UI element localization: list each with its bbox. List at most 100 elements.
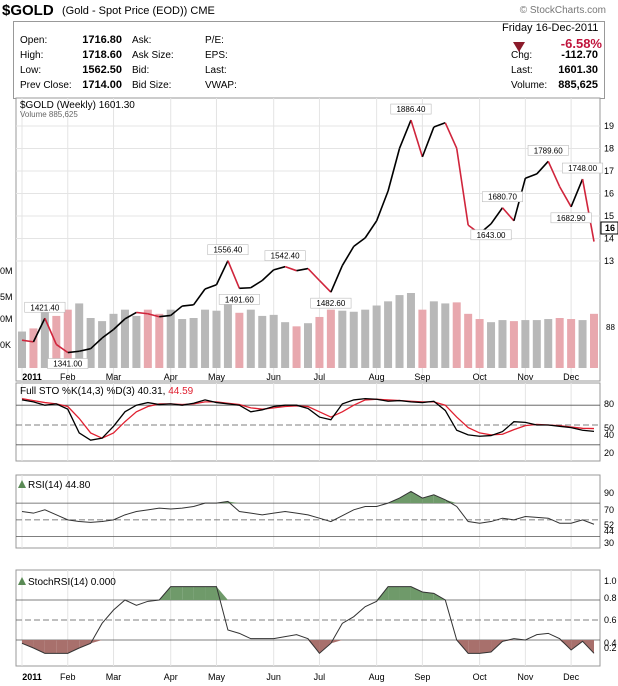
price-annotation-box xyxy=(207,244,249,256)
volume-bar xyxy=(18,331,26,368)
stochrsi-overbought-fill xyxy=(170,586,183,600)
price-annotation: 1643.00 xyxy=(477,231,506,240)
volume-bar xyxy=(63,309,72,368)
price-segment xyxy=(296,267,309,272)
price-segment xyxy=(215,260,229,286)
rsi-ytick-label: 30 xyxy=(604,538,614,548)
quote-value: 885,625 xyxy=(558,79,598,91)
price-segment xyxy=(227,260,241,289)
price-segment xyxy=(182,303,194,307)
price-ytick-label: 13 xyxy=(604,256,614,266)
last-price-tag: 16 xyxy=(605,223,615,233)
quote-value: 1562.50 xyxy=(82,64,122,76)
ticker-symbol: $GOLD xyxy=(2,2,54,19)
x-month-label-bottom: Feb xyxy=(60,672,76,682)
volume-bar xyxy=(406,293,415,368)
volume-bar xyxy=(40,310,49,368)
stochrsi-oversold-fill xyxy=(44,640,57,654)
x-month-label-bottom: Nov xyxy=(517,672,534,682)
price-annotation: 1556.40 xyxy=(213,246,242,255)
volume-bar xyxy=(189,318,198,368)
last-price-tag-box xyxy=(600,221,618,235)
rsi-legend-icon xyxy=(18,480,26,488)
sto-ytick-label: 80 xyxy=(604,399,614,409)
price-annotation: 1748.00 xyxy=(568,164,597,173)
volume-bar xyxy=(464,313,473,368)
price-segment xyxy=(353,237,366,248)
volume-bar xyxy=(258,315,267,368)
price-segment xyxy=(79,347,91,353)
price-segment xyxy=(204,284,217,290)
price-segment xyxy=(398,119,412,149)
volume-legend: Volume 885,625 xyxy=(20,110,78,119)
price-annotation-box xyxy=(550,212,592,224)
volume-bar xyxy=(590,313,598,368)
sto-k-value: Full STO %K(14,3) %D(3) 40.31, xyxy=(20,386,168,397)
stochrsi-oversold-fill xyxy=(22,640,34,648)
price-ytick-label: 14 xyxy=(604,234,614,244)
stochrsi-oversold-fill xyxy=(479,640,492,654)
price-segment xyxy=(536,160,549,175)
price-segment xyxy=(250,279,263,289)
stochrsi-ytick-label: 1.0 xyxy=(604,576,617,586)
sto-panel-title: Full STO %K(14,3) %D(3) 40.31, 44.59 xyxy=(20,386,194,397)
quote-label: Last: xyxy=(205,65,227,76)
volume-bar xyxy=(567,319,576,368)
quote-value: 1714.00 xyxy=(82,79,122,91)
stochrsi-line xyxy=(21,586,595,655)
price-annotation: 1682.90 xyxy=(557,214,586,223)
price-ytick-label: 15 xyxy=(604,211,614,221)
sto-d-line xyxy=(21,397,595,439)
quote-box xyxy=(13,21,605,99)
volume-bar xyxy=(166,309,175,368)
quote-label: High: xyxy=(20,50,44,61)
volume-bar xyxy=(475,319,484,368)
quote-label: Open: xyxy=(20,35,48,46)
stochrsi-overbought-fill xyxy=(422,592,434,600)
price-annotation: 1542.40 xyxy=(271,252,300,261)
price-segment xyxy=(192,288,206,306)
volume-bar xyxy=(212,310,221,368)
stochrsi-oversold-fill xyxy=(33,640,45,654)
price-segment xyxy=(284,265,297,272)
price-annotation: 1491.60 xyxy=(225,295,254,304)
price-segment xyxy=(547,160,561,188)
price-segment xyxy=(387,148,401,192)
price-segment xyxy=(455,148,469,226)
volume-bar xyxy=(326,309,335,368)
volume-bar xyxy=(384,301,393,368)
sto-ytick-label: 50 xyxy=(604,423,614,433)
ticker-name: (Gold - Spot Price (EOD)) CME xyxy=(62,5,215,17)
volume-bar xyxy=(143,309,152,368)
stochrsi-ytick-label: 0.4 xyxy=(604,638,617,648)
quote-label: EPS: xyxy=(205,50,228,61)
quote-value: 1718.60 xyxy=(82,49,122,61)
volume-bar xyxy=(201,309,210,368)
price-annotation: 1482.60 xyxy=(316,299,345,308)
price-annotation-box xyxy=(481,191,523,203)
rsi-overbought-fill xyxy=(422,494,434,504)
price-annotation-box xyxy=(527,145,569,156)
chart-header: $GOLD (Gold - Spot Price (EOD)) CME © St… xyxy=(0,0,618,99)
x-month-label-bottom: Sep xyxy=(414,672,430,682)
volume-bar xyxy=(178,319,187,368)
rsi-overbought-fill xyxy=(445,499,457,504)
price-segment xyxy=(410,119,424,158)
stochrsi-oversold-fill xyxy=(67,640,80,654)
x-month-label-bottom: Jul xyxy=(314,672,326,682)
price-segment xyxy=(501,207,515,222)
price-segment xyxy=(239,286,251,290)
x-month-label-top: Apr xyxy=(164,372,178,382)
price-annotation-box xyxy=(310,297,352,309)
stochrsi-overbought-fill xyxy=(399,586,411,600)
volume-bar xyxy=(452,302,461,368)
x-month-label-bottom: Mar xyxy=(106,672,122,682)
price-segment xyxy=(90,337,103,350)
stochrsi-oversold-fill xyxy=(79,640,91,648)
x-month-label-top: Jul xyxy=(314,372,326,382)
volume-bar xyxy=(509,321,518,368)
volume-bar xyxy=(120,309,129,368)
stochrsi-overbought-fill xyxy=(410,586,423,600)
price-segment xyxy=(444,122,458,149)
